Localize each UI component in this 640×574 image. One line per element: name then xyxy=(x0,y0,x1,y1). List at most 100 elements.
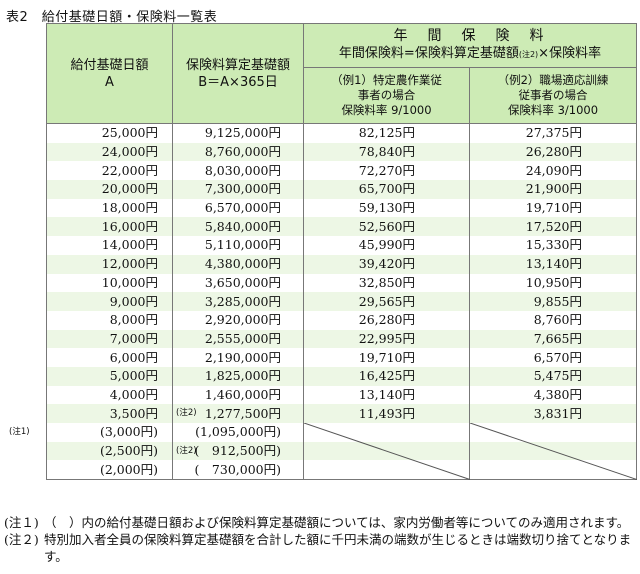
table-row: 16,000円 5,840,000円 52,560円 17,520円 xyxy=(46,217,637,237)
cell-example-1: 11,493円 xyxy=(303,404,470,423)
note-marker: (注2) xyxy=(176,408,197,419)
cell-example-2: 26,280円 xyxy=(469,142,637,162)
cell-example-1: 65,700円 xyxy=(303,180,470,199)
cell-daily-base: 20,000円 xyxy=(46,180,173,199)
cell-daily-base: 22,000円 xyxy=(46,161,173,181)
cell-daily-base: 9,000円 xyxy=(46,292,173,311)
cell-daily-base: 3,500円 xyxy=(46,404,173,423)
cell-premium-base: 7,300,000円 xyxy=(172,180,304,199)
table-row: 10,000円 3,650,000円 32,850円 10,950円 xyxy=(46,273,637,293)
cell-example-2: 19,710円 xyxy=(469,198,637,218)
cell-example-2: 21,900円 xyxy=(469,180,637,199)
table-body: 25,000円 9,125,000円 82,125円 27,375円 24,000円 8,… xyxy=(9,123,637,481)
table-row: 14,000円 5,110,000円 45,990円 15,330円 xyxy=(46,236,637,255)
table-row: 12,000円 4,380,000円 39,420円 13,140円 xyxy=(46,254,637,274)
cell-daily-base: 16,000円 xyxy=(46,217,173,237)
cell-example-2: 10,950円 xyxy=(469,273,637,293)
cell-example-2: 15,330円 xyxy=(469,236,637,255)
table-row: (3,000円) (注1) (1,095,000円) xyxy=(9,423,637,442)
header-daily-base: 給付基礎日額 A xyxy=(46,23,173,124)
table-row: 5,000円 1,825,000円 16,425円 5,475円 xyxy=(46,366,637,386)
cell-daily-base: (2,000円) xyxy=(46,460,173,481)
cell-premium-base: 1,277,500円 (注2) xyxy=(172,404,304,423)
cell-example-1: 39,420円 xyxy=(303,254,470,274)
table-row: (2,000円)( 730,000円) xyxy=(46,460,637,481)
table-row: 7,000円 2,555,000円 22,995円 7,665円 xyxy=(46,329,637,349)
cell-example-2: 17,520円 xyxy=(469,217,637,237)
table-row: 20,000円 7,300,000円 65,700円 21,900円 xyxy=(46,180,637,199)
empty-cell-diagonal xyxy=(469,423,637,480)
cell-daily-base: 4,000円 xyxy=(46,385,173,405)
table-row: 9,000円 3,285,000円 29,565円 9,855円 xyxy=(46,292,637,311)
cell-example-2: 7,665円 xyxy=(469,329,637,349)
cell-premium-base: 1,460,000円 xyxy=(172,385,304,405)
table-row: 24,000円 8,760,000円 78,840円 26,280円 xyxy=(46,142,637,162)
footnote-1: (注１) （ ）内の給付基礎日額および保険料算定基礎額については、家内労働者等に… xyxy=(4,515,630,530)
cell-premium-base: 8,030,000円 xyxy=(172,161,304,181)
cell-premium-base: 4,380,000円 xyxy=(172,254,304,274)
cell-premium-base: 3,285,000円 xyxy=(172,292,304,311)
cell-example-2: 6,570円 xyxy=(469,348,637,367)
cell-premium-base: 6,570,000円 xyxy=(172,198,304,218)
footnotes: (注１) （ ）内の給付基礎日額および保険料算定基礎額については、家内労働者等に… xyxy=(4,514,638,565)
table-row: 8,000円 2,920,000円 26,280円 8,760円 xyxy=(46,310,637,330)
header-example-1: （例1）特定農作業従 事者の場合 保険料率 9/1000 xyxy=(303,67,470,124)
table-row: 25,000円 9,125,000円 82,125円 27,375円 xyxy=(46,123,637,143)
table-row: 4,000円 1,460,000円 13,140円 4,380円 xyxy=(46,385,637,405)
cell-daily-base: 25,000円 xyxy=(46,123,173,143)
cell-premium-base: 2,190,000円 xyxy=(172,348,304,367)
cell-premium-base: 5,110,000円 xyxy=(172,236,304,255)
cell-example-2: 13,140円 xyxy=(469,254,637,274)
empty-cell-diagonal xyxy=(303,423,470,480)
cell-daily-base: 10,000円 xyxy=(46,273,173,293)
cell-daily-base: 24,000円 xyxy=(46,142,173,162)
cell-premium-base: 2,920,000円 xyxy=(172,310,304,330)
cell-example-1: 59,130円 xyxy=(303,198,470,218)
cell-premium-base: (1,095,000円) xyxy=(172,423,304,442)
cell-example-1: 82,125円 xyxy=(303,123,470,143)
table-header: 給付基礎日額 A 保険料算定基礎額 B＝A×365日 年 間 保 険 料 年間保険料… xyxy=(46,23,637,124)
annual-premium-formula: 年間保険料=保険料算定基礎額(注2)×保険料率 xyxy=(338,46,602,61)
cell-example-1: 26,280円 xyxy=(303,310,470,330)
cell-daily-base: (3,000円) (注1) xyxy=(9,423,173,442)
cell-example-1: 16,425円 xyxy=(303,366,470,386)
cell-example-1: 78,840円 xyxy=(303,142,470,162)
cell-example-2: 9,855円 xyxy=(469,292,637,311)
cell-example-1: 52,560円 xyxy=(303,217,470,237)
footnote-2: (注２) 特別加入者全員の保険料算定基礎額を合計した額に千円未満の端数が生じると… xyxy=(4,532,632,564)
header-example-2: （例2）職場適応訓練 従事者の場合 保険料率 3/1000 xyxy=(469,67,637,124)
table-title: 表2 給付基礎日額・保険料一覧表 xyxy=(6,10,218,25)
header-premium-base: 保険料算定基礎額 B＝A×365日 xyxy=(172,23,304,124)
note-marker: (注2) xyxy=(176,445,197,456)
cell-example-1: 29,565円 xyxy=(303,292,470,311)
cell-example-2: 4,380円 xyxy=(469,385,637,405)
cell-premium-base: 1,825,000円 xyxy=(172,366,304,386)
cell-premium-base: 9,125,000円 xyxy=(172,123,304,143)
cell-example-2: 8,760円 xyxy=(469,310,637,330)
premium-table: 給付基礎日額 A 保険料算定基礎額 B＝A×365日 年 間 保 険 料 年間保険料… xyxy=(9,23,637,481)
table-row: 3,500円 1,277,500円 (注2) 11,493円 3,831円 xyxy=(46,404,637,423)
cell-example-1: 19,710円 xyxy=(303,348,470,367)
cell-daily-base: 14,000円 xyxy=(46,236,173,255)
cell-example-1: 72,270円 xyxy=(303,161,470,181)
cell-daily-base: 12,000円 xyxy=(46,254,173,274)
cell-premium-base: 3,650,000円 xyxy=(172,273,304,293)
cell-example-2: 3,831円 xyxy=(469,404,637,423)
cell-premium-base: 5,840,000円 xyxy=(172,217,304,237)
cell-example-2: 27,375円 xyxy=(469,123,637,143)
cell-premium-base: 2,555,000円 xyxy=(172,329,304,349)
annual-premium-title: 年 間 保 険 料 xyxy=(393,28,547,44)
cell-example-2: 5,475円 xyxy=(469,366,637,386)
cell-daily-base: 7,000円 xyxy=(46,329,173,349)
table-row: 6,000円 2,190,000円 19,710円 6,570円 xyxy=(46,348,637,367)
cell-daily-base: 8,000円 xyxy=(46,310,173,330)
cell-example-2: 24,090円 xyxy=(469,161,637,181)
cell-example-1: 13,140円 xyxy=(303,385,470,405)
cell-daily-base: 6,000円 xyxy=(46,348,173,367)
cell-premium-base: ( 730,000円) xyxy=(172,460,304,481)
header-annual-premium: 年 間 保 険 料 年間保険料=保険料算定基礎額(注2)×保険料率 xyxy=(303,23,637,68)
cell-example-1: 22,995円 xyxy=(303,329,470,349)
note-marker: (注1) xyxy=(9,427,30,437)
cell-daily-base: 5,000円 xyxy=(46,366,173,386)
cell-daily-base: (2,500円) xyxy=(46,441,173,461)
